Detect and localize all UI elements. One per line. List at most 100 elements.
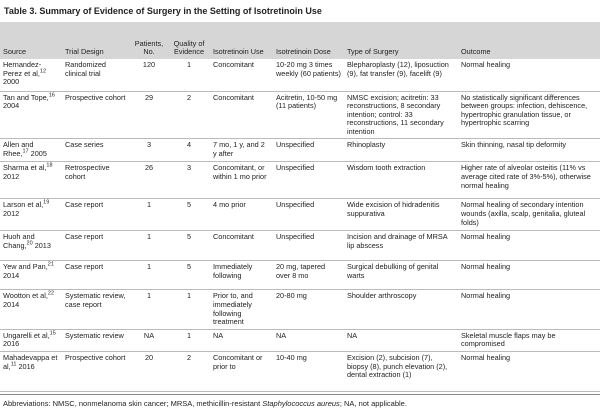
table-cell: Incision and drainage of MRSA lip absces… [344,230,458,262]
table-cell: Concomitant [210,230,273,262]
table-cell: 120 [130,59,168,92]
source-year: 2013 [34,241,51,251]
table-cell: NA [130,329,168,353]
reference: 11 [10,361,17,368]
table-cell: 1 [168,289,210,330]
reference: 17 [22,148,29,155]
reference: 21 [47,262,54,269]
table-cell: 26 [130,161,168,200]
table-cell: 29 [130,91,168,140]
reference: 16 [48,92,55,99]
source-year: 2005 [30,149,47,159]
table-row: Allen and Rhee,17 2005 Case series 3 4 7 mo,… [0,138,600,163]
reference: 20 [26,240,33,247]
table-row: Wootton et al,22 2014 Systematic review, … [0,289,600,330]
source-year: 2014 [3,271,20,281]
table-cell: Systematic review, case report [62,289,130,330]
table-cell: 20 mg, tapered over 8 mo [273,260,344,291]
table-cell: 3 [168,161,210,200]
footnote-italic: Staphylococcus aureus [262,399,340,408]
table-cell: Concomitant [210,59,273,92]
table-cell: 20-80 mg [273,289,344,330]
footnote: Abbreviations: NMSC, nonmelanoma skin ca… [0,394,600,412]
table-cell: NA [344,329,458,353]
header-row: Source Trial Design Patients, No. Quality o… [0,22,600,59]
table-cell: 4 mo prior [210,198,273,232]
table-cell: Concomitant [210,91,273,140]
table-cell: Concomitant, or within 1 mo prior [210,161,273,200]
reference: 15 [49,330,56,337]
footnote-text: Abbreviations: NMSC, nonmelanoma skin ca… [3,399,263,408]
source-name: Hernandez-Perez et al, [3,60,42,78]
table-cell: Excision (2), subcision (7), biopsy (8),… [344,351,458,393]
table-cell: Blepharoplasty (12), liposuction (9), fa… [344,59,458,92]
table-cell: Shoulder arthroscopy [344,289,458,330]
table-cell: Prior to, and immediately following trea… [210,289,273,330]
header-cell: Quality of Evidence [168,22,210,59]
table-cell: 7 mo, 1 y, and 2 y after [210,138,273,163]
header-cell: Patients, No. [130,22,168,59]
table-cell: 1 [168,59,210,92]
source-year: 2016 [18,361,35,371]
table-cell: 10-20 mg 3 times weekly (60 patients) [273,59,344,92]
source-cell: Hernandez-Perez et al,12 2000 [0,59,62,92]
table-row: Ungarelli et al,15 2016 Systematic review… [0,329,600,353]
table-cell: 1 [130,198,168,232]
table-cell: Case series [62,138,130,163]
header-cell: Isotretinoin Dose [273,22,344,59]
header-cell: Trial Design [62,22,130,59]
header-cell: Source [0,22,62,59]
table-cell: Case report [62,198,130,232]
evidence-table: Source Trial Design Patients, No. Quality o… [0,22,600,393]
table-cell: 5 [168,198,210,232]
source-name: Huoh and Chang, [3,232,35,251]
table-cell: Normal healing of secondary intention wo… [458,198,600,232]
table-cell: Wide excision of hidradenitis suppurativ… [344,198,458,232]
table-cell: 1 [130,289,168,330]
table-cell: Higher rate of alveolar osteitis (11% vs… [458,161,600,200]
table-cell: 1 [168,329,210,353]
source-name: Sharma et al, [3,163,47,173]
table-cell: Unspecified [273,161,344,200]
source-name: Yew and Pan, [3,262,48,272]
reference: 19 [43,200,50,207]
table-row: Sharma et al,18 2012 Retrospective cohort… [0,161,600,200]
table-row: Huoh and Chang,20 2013 Case report 1 5 Conco… [0,230,600,262]
table-row: Hernandez-Perez et al,12 2000 Randomized … [0,59,600,92]
table-cell: Normal healing [458,260,600,291]
table-cell: Case report [62,260,130,291]
table-cell: Normal healing [458,289,600,330]
table-cell: 20 [130,351,168,393]
source-year: 2014 [3,300,20,310]
source-cell: Tan and Tope,16 2004 [0,91,62,140]
source-year: 2012 [3,172,20,182]
table-cell: No statistically significant differences… [458,91,600,140]
header-cell: Outcome [458,22,600,59]
table-cell: Acitretin, 10-50 mg (11 patients) [273,91,344,140]
table-cell: Unspecified [273,230,344,262]
table-cell: Skeletal muscle flaps may be compromised [458,329,600,353]
source-cell: Huoh and Chang,20 2013 [0,230,62,262]
table-cell: 5 [168,260,210,291]
source-name: Mahadevappa et al, [3,353,58,371]
header-cell: Type of Surgery [344,22,458,59]
table-cell: NA [273,329,344,353]
table-cell: 1 [130,230,168,262]
table-cell: Immediately following [210,260,273,291]
table-cell: Normal healing [458,230,600,262]
table-cell: Normal healing [458,59,600,92]
table-cell: Systematic review [62,329,130,353]
table-title: Table 3. Summary of Evidence of Surgery … [4,6,322,16]
table-cell: Unspecified [273,198,344,232]
source-year: 2016 [3,339,20,349]
source-cell: Ungarelli et al,15 2016 [0,329,62,353]
table-cell: Retrospective cohort [62,161,130,200]
source-year: 2012 [3,209,20,219]
table-cell: Prospective cohort [62,351,130,393]
table-row: Yew and Pan,21 2014 Case report 1 5 Immediat… [0,260,600,291]
reference: 18 [46,163,53,170]
source-year: 2000 [3,77,20,87]
table-cell: Concomitant or prior to [210,351,273,393]
source-cell: Sharma et al,18 2012 [0,161,62,200]
